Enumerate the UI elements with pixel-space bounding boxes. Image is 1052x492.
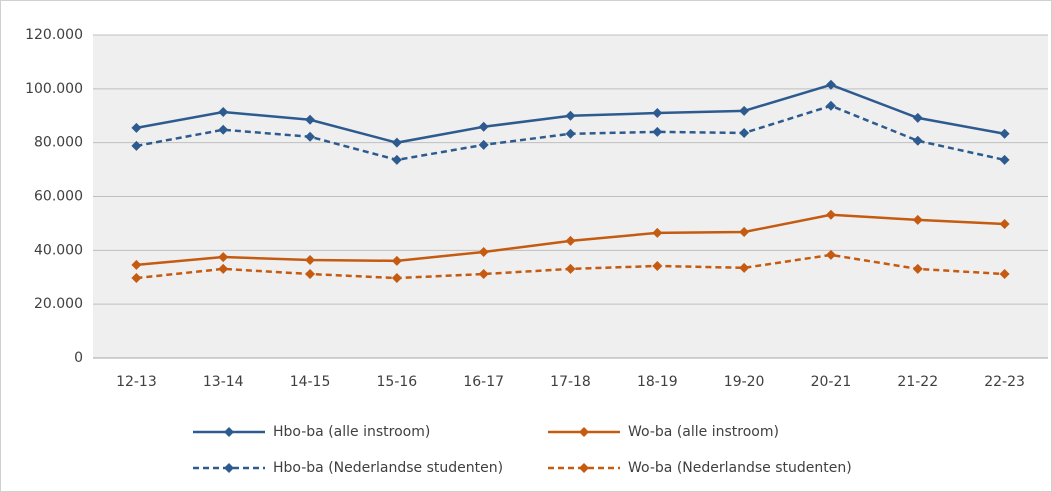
data-point	[391, 273, 402, 284]
data-point	[218, 263, 229, 274]
data-point	[305, 255, 316, 266]
legend-label: Wo-ba (Nederlandse studenten)	[628, 460, 852, 476]
data-point	[739, 262, 750, 273]
data-point	[131, 273, 142, 284]
data-point	[652, 227, 663, 238]
data-point	[391, 137, 402, 148]
data-point	[652, 126, 663, 137]
data-point	[565, 110, 576, 121]
y-tick-label: 40.000	[34, 242, 83, 258]
data-point	[391, 154, 402, 165]
data-point	[912, 112, 923, 123]
x-tick-label: 19-20	[724, 374, 765, 390]
data-point	[825, 209, 836, 220]
data-point	[912, 263, 923, 274]
legend-marker	[579, 427, 589, 437]
legend-marker	[224, 427, 234, 437]
data-point	[565, 235, 576, 246]
legend-label: Hbo-ba (Nederlandse studenten)	[273, 460, 503, 476]
data-point	[131, 259, 142, 270]
data-point	[739, 105, 750, 116]
x-tick-label: 14-15	[290, 374, 331, 390]
data-point	[218, 252, 229, 263]
data-point	[739, 227, 750, 238]
data-point	[739, 127, 750, 138]
y-tick-label: 80.000	[34, 135, 83, 151]
data-point	[912, 135, 923, 146]
legend-label: Hbo-ba (alle instroom)	[273, 424, 430, 440]
data-point	[478, 139, 489, 150]
x-tick-label: 18-19	[637, 374, 678, 390]
data-point	[218, 106, 229, 117]
data-point	[825, 100, 836, 111]
data-point	[478, 121, 489, 132]
data-point	[999, 218, 1010, 229]
x-tick-label: 12-13	[116, 374, 157, 390]
x-tick-label: 15-16	[377, 374, 418, 390]
data-point	[825, 79, 836, 90]
data-point	[912, 214, 923, 225]
data-point	[565, 128, 576, 139]
data-point	[999, 128, 1010, 139]
x-tick-label: 22-23	[984, 374, 1025, 390]
y-tick-label: 0	[74, 350, 83, 366]
data-point	[652, 260, 663, 271]
data-point	[565, 263, 576, 274]
y-tick-label: 100.000	[25, 81, 83, 97]
y-tick-label: 20.000	[34, 296, 83, 312]
legend-marker	[579, 463, 589, 473]
x-tick-label: 13-14	[203, 374, 244, 390]
data-point	[218, 124, 229, 135]
data-point	[131, 122, 142, 133]
y-tick-label: 120.000	[25, 27, 83, 43]
legend-marker	[224, 463, 234, 473]
x-tick-label: 16-17	[463, 374, 504, 390]
data-point	[305, 131, 316, 142]
data-point	[478, 269, 489, 280]
x-tick-label: 20-21	[811, 374, 852, 390]
x-tick-label: 21-22	[897, 374, 938, 390]
data-point	[999, 269, 1010, 280]
y-tick-label: 60.000	[34, 189, 83, 205]
data-point	[478, 246, 489, 257]
data-point	[825, 249, 836, 260]
legend-label: Wo-ba (alle instroom)	[628, 424, 779, 440]
data-point	[999, 154, 1010, 165]
data-point	[305, 269, 316, 280]
x-tick-label: 17-18	[550, 374, 591, 390]
data-point	[652, 108, 663, 119]
data-point	[305, 114, 316, 125]
data-point	[391, 255, 402, 266]
data-point	[131, 140, 142, 151]
